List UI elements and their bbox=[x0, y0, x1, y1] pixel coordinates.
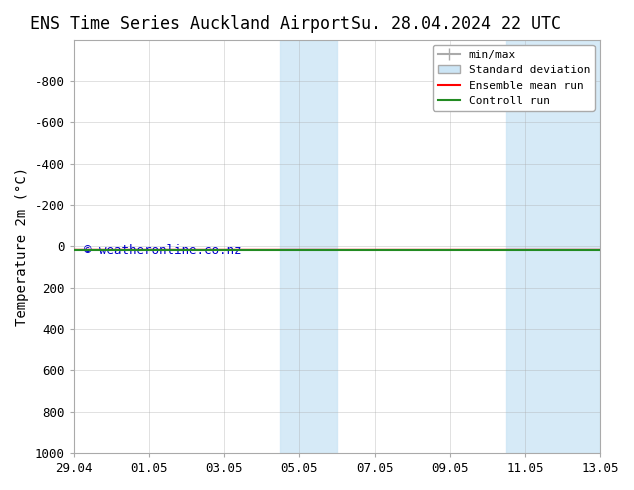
Y-axis label: Temperature 2m (°C): Temperature 2m (°C) bbox=[15, 167, 29, 326]
Text: © weatheronline.co.nz: © weatheronline.co.nz bbox=[84, 244, 242, 257]
Legend: min/max, Standard deviation, Ensemble mean run, Controll run: min/max, Standard deviation, Ensemble me… bbox=[433, 45, 595, 111]
Text: ENS Time Series Auckland Airport: ENS Time Series Auckland Airport bbox=[30, 15, 350, 33]
Text: Su. 28.04.2024 22 UTC: Su. 28.04.2024 22 UTC bbox=[351, 15, 562, 33]
Bar bbox=[280, 40, 337, 453]
Bar bbox=[506, 40, 600, 453]
